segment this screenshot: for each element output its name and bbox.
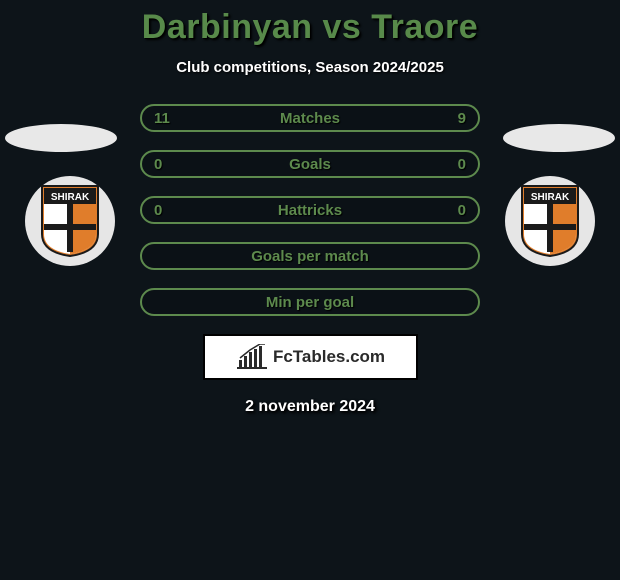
stat-left-value: 0 [154, 202, 162, 219]
stat-left-value: 0 [154, 156, 162, 173]
stat-right-value: 0 [458, 156, 466, 173]
stat-row-mpg: Min per goal [140, 288, 480, 316]
stat-label: Hattricks [278, 202, 342, 219]
stat-right-value: 0 [458, 202, 466, 219]
stat-row-goals: 0 Goals 0 [140, 150, 480, 178]
info-card: Darbinyan vs Traore Club competitions, S… [0, 0, 620, 416]
stats-list: 11 Matches 9 0 Goals 0 0 Hattricks 0 Goa… [140, 104, 480, 316]
stat-row-matches: 11 Matches 9 [140, 104, 480, 132]
stat-row-hattricks: 0 Hattricks 0 [140, 196, 480, 224]
club-name-right: SHIRAK [531, 192, 570, 203]
player-right-marker [503, 124, 615, 152]
club-badge-left: SHIRAK [25, 176, 115, 266]
brand-text: FcTables.com [273, 347, 385, 367]
club-badge-right: SHIRAK [505, 176, 595, 266]
stat-label: Goals [289, 156, 331, 173]
stat-label: Matches [280, 110, 340, 127]
shield-icon: SHIRAK [520, 184, 580, 258]
subtitle: Club competitions, Season 2024/2025 [0, 59, 620, 76]
stat-row-gpm: Goals per match [140, 242, 480, 270]
bars-icon [235, 344, 269, 370]
shield-icon: SHIRAK [40, 184, 100, 258]
stat-label: Min per goal [266, 294, 354, 311]
stat-label: Goals per match [251, 248, 369, 265]
stat-left-value: 11 [154, 110, 170, 127]
club-name-left: SHIRAK [51, 192, 90, 203]
page-title: Darbinyan vs Traore [0, 8, 620, 47]
stat-right-value: 9 [458, 110, 466, 127]
brand-box: FcTables.com [203, 334, 418, 380]
date-text: 2 november 2024 [0, 398, 620, 416]
player-left-marker [5, 124, 117, 152]
